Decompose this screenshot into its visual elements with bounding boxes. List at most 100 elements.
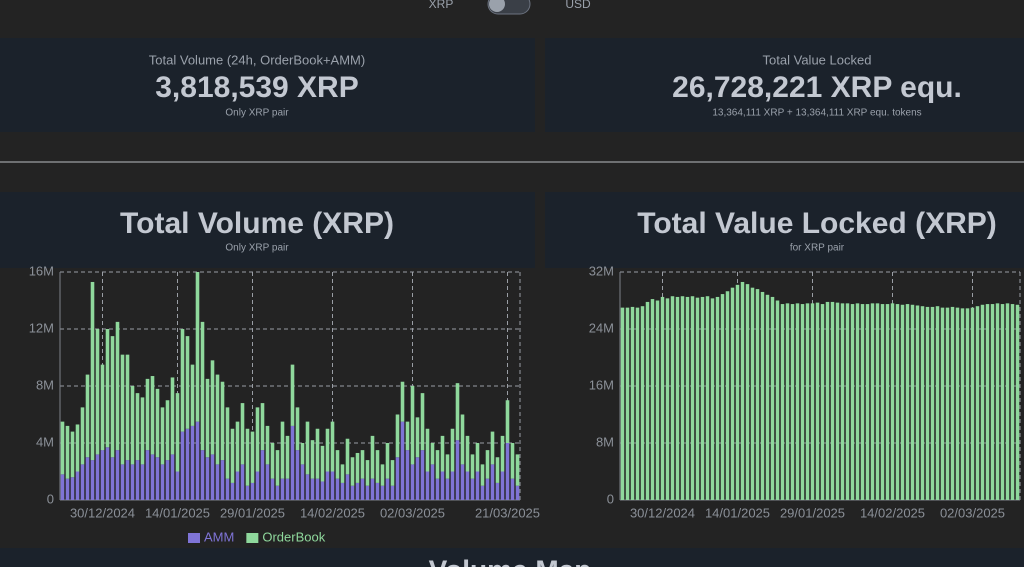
bar xyxy=(805,303,810,500)
bar xyxy=(655,300,660,500)
bar-segment xyxy=(235,471,240,500)
bar-segment xyxy=(190,425,195,500)
bar-segment xyxy=(430,464,435,500)
bar xyxy=(670,296,675,500)
bar-segment xyxy=(455,383,460,441)
bar xyxy=(935,306,940,500)
bar-segment xyxy=(365,460,370,486)
bar-segment xyxy=(265,425,270,465)
bar-segment xyxy=(395,414,400,458)
currency-toggle[interactable] xyxy=(487,0,531,15)
bar-segment xyxy=(215,464,220,500)
bar xyxy=(870,303,875,500)
bar-segment xyxy=(255,407,260,472)
bar-segment xyxy=(410,464,415,500)
bar-segment xyxy=(205,457,210,500)
bar xyxy=(875,303,880,500)
bar-segment xyxy=(440,471,445,500)
currency-option[interactable]: XRP xyxy=(429,0,454,11)
bar-segment xyxy=(435,478,440,500)
bar xyxy=(945,307,950,500)
bar-segment xyxy=(150,376,155,455)
bar-segment xyxy=(510,443,515,479)
bar-segment xyxy=(105,329,110,448)
bar-segment xyxy=(205,378,210,458)
stat-note: Only XRP pair xyxy=(225,108,289,119)
bar-segment xyxy=(345,438,350,475)
bar-segment xyxy=(240,464,245,500)
bar xyxy=(745,284,750,500)
bar-segment xyxy=(465,435,470,472)
x-tick-label: 02/03/2025 xyxy=(380,505,445,520)
x-tick-label: 30/12/2024 xyxy=(70,505,135,520)
bar-segment xyxy=(355,482,360,500)
bar xyxy=(990,304,995,500)
bar-segment xyxy=(60,474,65,500)
bar-segment xyxy=(365,485,370,500)
bar-segment xyxy=(385,443,390,479)
bar xyxy=(630,306,635,500)
bar-segment xyxy=(190,364,195,426)
bar-segment xyxy=(135,460,140,500)
currency-option[interactable]: USD xyxy=(565,0,591,11)
y-tick-label: 24M xyxy=(589,320,614,335)
chart-title: Total Volume (XRP) xyxy=(120,207,394,240)
bar xyxy=(1005,303,1010,500)
bar xyxy=(660,296,665,500)
bar xyxy=(900,304,905,500)
bar xyxy=(890,303,895,500)
bar-segment xyxy=(225,478,230,500)
bar-segment xyxy=(495,457,500,483)
toggle-knob[interactable] xyxy=(489,0,505,12)
bar-segment xyxy=(310,478,315,500)
bar xyxy=(760,291,765,500)
bar-segment xyxy=(120,464,125,500)
bar xyxy=(625,307,630,500)
bar-segment xyxy=(315,428,320,479)
bar-segment xyxy=(415,457,420,500)
legend-swatch xyxy=(246,533,259,543)
bar-segment xyxy=(395,457,400,500)
bar-segment xyxy=(390,460,395,486)
bar-segment xyxy=(170,377,175,455)
bar-segment xyxy=(500,435,505,472)
bar xyxy=(985,304,990,500)
y-tick-label: 4M xyxy=(36,434,54,449)
bar-segment xyxy=(295,450,300,500)
bar-segment xyxy=(470,478,475,500)
bar-segment xyxy=(270,478,275,500)
bar-segment xyxy=(320,481,325,500)
bar-segment xyxy=(405,450,410,500)
bar-segment xyxy=(175,393,180,472)
bar-segment xyxy=(415,417,420,458)
bar-segment xyxy=(260,450,265,500)
stat-value: 26,728,221 XRP equ. xyxy=(672,71,962,104)
bar-segment xyxy=(420,450,425,500)
bar-segment xyxy=(510,478,515,500)
bar xyxy=(755,289,760,500)
bar-segment xyxy=(480,464,485,486)
bar-segment xyxy=(405,421,410,451)
bar xyxy=(910,304,915,500)
y-tick-label: 0 xyxy=(607,491,614,506)
x-tick-label: 29/01/2025 xyxy=(220,505,285,520)
bar-segment xyxy=(400,421,405,500)
bar-segment xyxy=(490,431,495,465)
bar xyxy=(975,306,980,500)
bar xyxy=(665,298,670,500)
bar-segment xyxy=(470,454,475,479)
bar xyxy=(695,297,700,500)
bar xyxy=(970,307,975,500)
bar xyxy=(905,304,910,500)
bar-segment xyxy=(65,478,70,500)
bar-segment xyxy=(375,450,380,483)
bar-segment xyxy=(475,443,480,472)
chart-subtitle: for XRP pair xyxy=(790,243,845,254)
bar-segment xyxy=(385,478,390,500)
bar xyxy=(700,296,705,500)
bar-segment xyxy=(505,400,510,443)
bar-segment xyxy=(480,485,485,500)
bar xyxy=(750,287,755,500)
bar-segment xyxy=(165,400,170,461)
bar-segment xyxy=(450,428,455,472)
